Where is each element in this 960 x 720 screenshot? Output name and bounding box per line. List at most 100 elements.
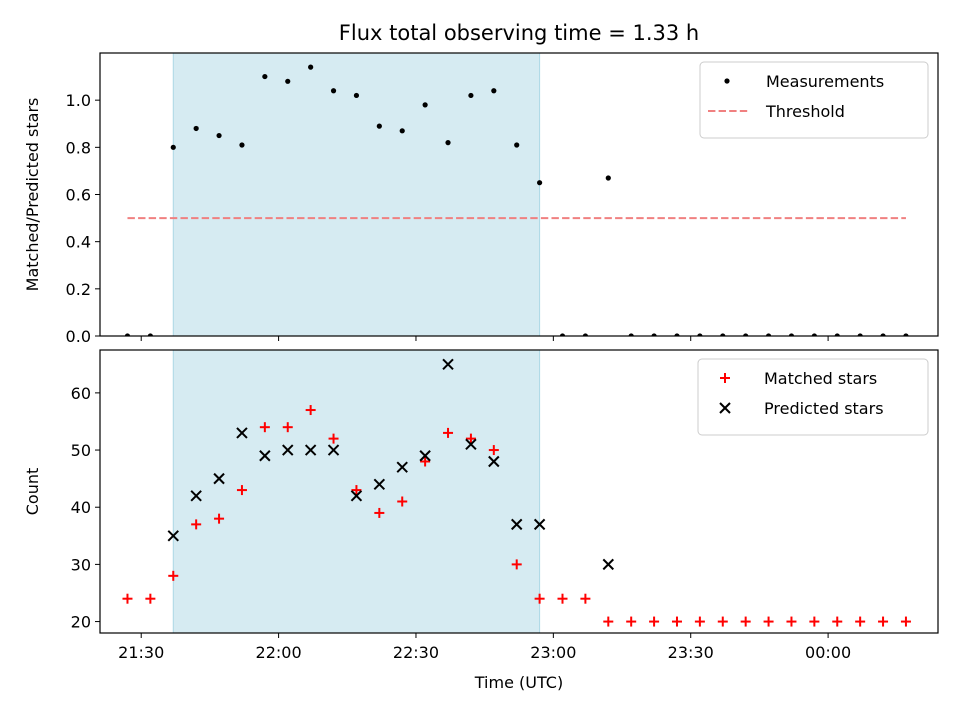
bottom-panel: 20 30 40 50 60 21:30 22:00 22:30 23:00 23:30 00:00… (23, 349, 939, 692)
matched-stars-point (351, 485, 362, 496)
matched-stars-point (763, 616, 774, 627)
measurement-point (720, 333, 726, 336)
matched-stars-point (465, 433, 476, 444)
measurement-point (514, 142, 520, 148)
measurement-point (468, 92, 474, 99)
matched-stars-point (603, 616, 614, 627)
y-tick-label: 1.0 (66, 91, 91, 110)
matched-stars-point (511, 559, 522, 570)
y-tick-label: 0.0 (66, 327, 91, 346)
measurement-point (147, 333, 153, 336)
legend: Matched stars Predicted stars (697, 358, 929, 436)
measurement-point (193, 125, 199, 132)
x-tick-label: 22:00 (256, 643, 302, 662)
matched-stars-point (191, 519, 202, 530)
matched-stars-point (694, 616, 705, 627)
matched-stars-point (740, 616, 751, 627)
matched-stars-point (786, 616, 797, 627)
y-axis-label: Matched/Predicted stars (23, 98, 42, 292)
y-tick-label: 0.8 (66, 138, 91, 157)
measurement-point (857, 333, 863, 336)
predicted-stars-point (396, 461, 408, 473)
matched-stars-point (145, 593, 156, 604)
measurement-point (491, 88, 497, 94)
y-tick-label: 50 (71, 441, 91, 460)
x-tick-label: 23:00 (530, 643, 576, 662)
x-tick-label: 00:00 (805, 643, 851, 662)
predicted-stars-point (533, 518, 546, 531)
matched-stars-point (305, 405, 316, 416)
matched-stars-point (443, 427, 454, 438)
measurement-point (903, 333, 909, 336)
matched-stars-point (374, 507, 385, 518)
matched-stars-point (259, 422, 270, 433)
matched-stars-point (282, 422, 293, 433)
matched-stars-point (557, 593, 568, 604)
measurement-point (216, 132, 222, 139)
measurement-point (651, 333, 657, 336)
legend-label: Matched stars (764, 369, 877, 388)
predicted-stars-point (236, 427, 248, 439)
predicted-stars-point (350, 490, 363, 502)
measurement-point (124, 333, 131, 336)
measurement-point (445, 140, 451, 146)
matched-stars-point (900, 616, 911, 627)
measurement-point (422, 102, 428, 108)
measurement-point (811, 333, 817, 336)
predicted-stars-point (511, 518, 523, 531)
x-tick-label: 23:30 (668, 643, 714, 662)
matched-stars-point (717, 616, 728, 627)
predicted-stars-point (259, 450, 271, 462)
matched-stars-point (855, 616, 866, 627)
legend: Measurements Threshold (699, 61, 929, 139)
measurement-point (399, 128, 405, 134)
predicted-stars-point (373, 478, 386, 491)
matched-stars-point (397, 496, 408, 507)
matched-stars-point (626, 616, 637, 627)
predicted-stars-point (213, 472, 225, 485)
predicted-stars-point (282, 444, 294, 456)
measurement-point (628, 333, 634, 336)
y-tick-label: 40 (71, 498, 91, 517)
predicted-stars-point (419, 450, 431, 462)
matched-stars-point (328, 433, 339, 444)
predicted-stars-point (488, 455, 500, 468)
legend-predicted-swatch (719, 402, 731, 414)
predicted-stars-point (190, 490, 202, 502)
measurement-point (537, 180, 543, 186)
y-tick-label: 20 (71, 613, 91, 632)
legend-label: Predicted stars (764, 399, 884, 418)
plot-marks (122, 358, 911, 627)
predicted-stars-point (442, 358, 454, 371)
matched-stars-point (236, 485, 247, 496)
x-axis-label: Time (UTC) (474, 673, 563, 692)
measurement-point (743, 333, 749, 336)
y-tick-label: 0.4 (66, 233, 91, 252)
y-tick-label: 0.6 (66, 186, 91, 205)
legend-measurement-swatch (724, 78, 730, 84)
y-tick-label: 0.2 (66, 280, 91, 299)
measurement-point (376, 123, 382, 129)
measurement-point (834, 333, 840, 336)
matched-stars-point (580, 593, 591, 604)
predicted-stars-point (167, 530, 179, 542)
measurement-point (353, 92, 360, 99)
legend-box (697, 358, 929, 436)
matched-stars-point (534, 593, 545, 604)
matched-stars-point (168, 570, 179, 581)
measurement-point (697, 333, 703, 336)
predicted-stars-point (602, 558, 615, 571)
matched-stars-point (832, 616, 843, 627)
measurement-point (765, 333, 772, 336)
matched-stars-point (122, 593, 133, 604)
x-tick-label: 22:30 (393, 643, 439, 662)
y-tick-label: 60 (71, 384, 91, 403)
measurement-point (582, 333, 588, 336)
measurement-point (308, 64, 314, 70)
predicted-stars-point (304, 444, 317, 456)
measurement-point (330, 88, 337, 94)
y-axis-label: Count (23, 468, 42, 516)
predicted-stars-point (465, 438, 477, 451)
measurement-point (788, 333, 795, 336)
